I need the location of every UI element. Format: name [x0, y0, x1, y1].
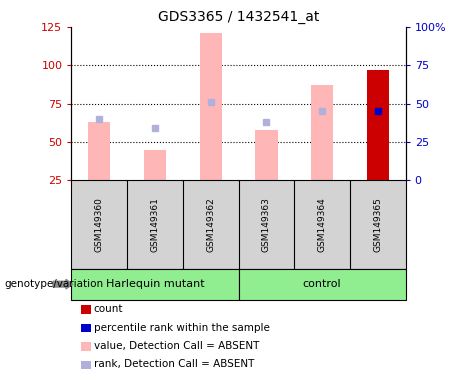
Text: GSM149362: GSM149362: [206, 197, 215, 252]
Bar: [366, 70, 389, 180]
Bar: [255, 130, 278, 180]
Text: value, Detection Call = ABSENT: value, Detection Call = ABSENT: [94, 341, 259, 351]
Text: Harlequin mutant: Harlequin mutant: [106, 279, 204, 289]
Text: GSM149360: GSM149360: [95, 197, 104, 252]
Text: count: count: [94, 304, 123, 314]
Text: GSM149361: GSM149361: [150, 197, 160, 252]
Text: GSM149365: GSM149365: [373, 197, 382, 252]
Text: control: control: [303, 279, 342, 289]
Text: percentile rank within the sample: percentile rank within the sample: [94, 323, 270, 333]
Bar: [238, 269, 406, 300]
Bar: [200, 33, 222, 180]
Bar: [311, 85, 333, 180]
Bar: [144, 150, 166, 180]
Text: GSM149364: GSM149364: [318, 197, 327, 252]
Text: GSM149363: GSM149363: [262, 197, 271, 252]
Title: GDS3365 / 1432541_at: GDS3365 / 1432541_at: [158, 10, 319, 25]
Text: rank, Detection Call = ABSENT: rank, Detection Call = ABSENT: [94, 359, 254, 369]
Bar: [71, 269, 239, 300]
Bar: [88, 122, 111, 180]
Text: genotype/variation: genotype/variation: [5, 279, 104, 289]
